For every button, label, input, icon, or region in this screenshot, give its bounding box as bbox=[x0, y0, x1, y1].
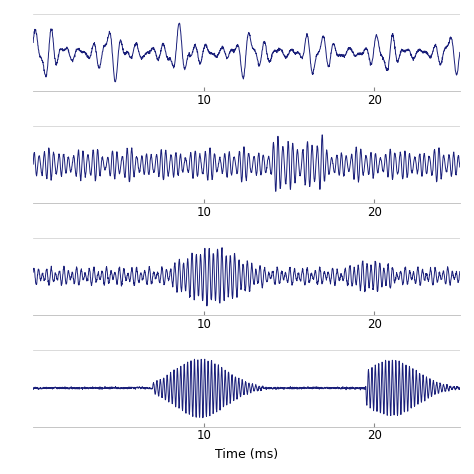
X-axis label: Time (ms): Time (ms) bbox=[215, 448, 278, 461]
